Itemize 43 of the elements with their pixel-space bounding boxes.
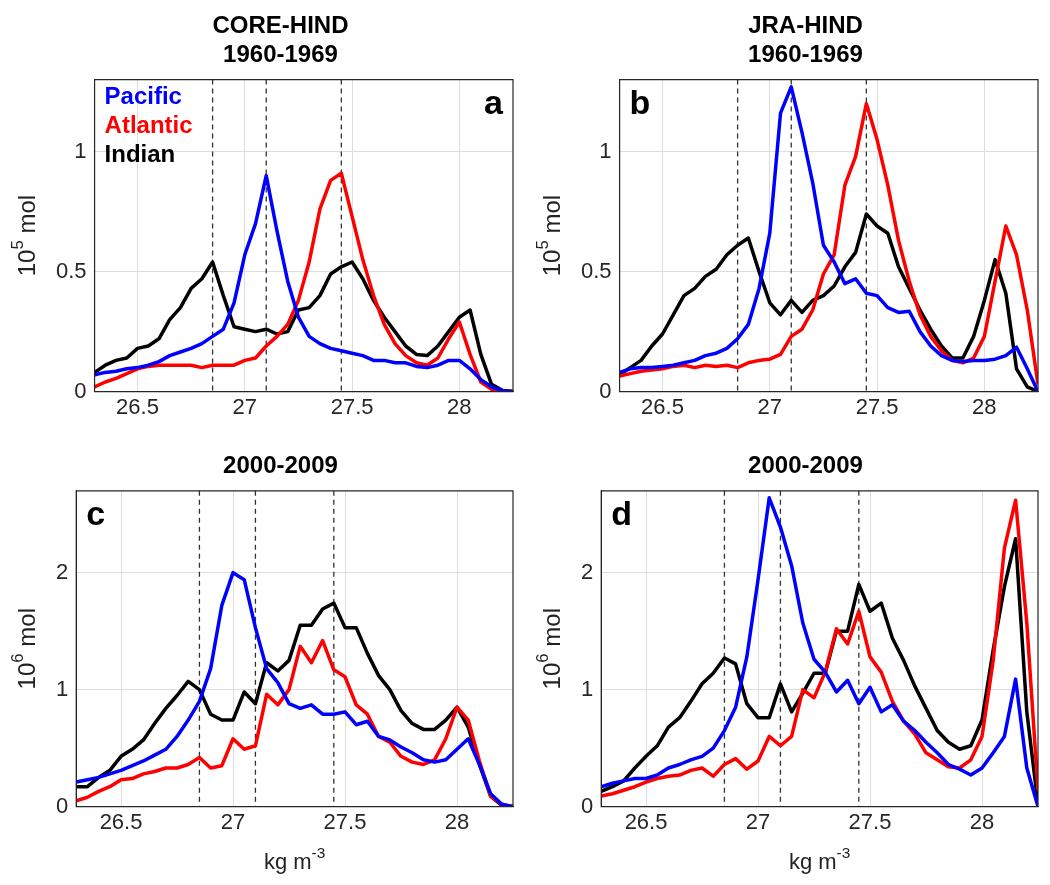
y-tick-label: 1 xyxy=(74,137,87,163)
x-tick-label: 26.5 xyxy=(624,808,668,834)
y-tick-label: 0 xyxy=(580,792,594,818)
text: Pacific xyxy=(104,82,182,110)
x-tick-label: 26.5 xyxy=(641,393,684,419)
annotation: d xyxy=(611,494,633,533)
y-axis-title: 105 mol xyxy=(533,194,565,277)
y-tick-label: 2 xyxy=(55,558,69,584)
x-tick-label: 27.5 xyxy=(855,393,899,419)
chart-title: 2000-2009 xyxy=(223,451,338,479)
x-tick-label: 26.5 xyxy=(116,393,159,419)
annotation: c xyxy=(86,494,106,533)
y-axis-title: 106 mol xyxy=(8,608,40,690)
x-tick-label: 28 xyxy=(447,393,472,419)
y-tick-label: 0.5 xyxy=(55,257,87,283)
x-tick-label: 27 xyxy=(220,808,246,834)
x-tick-label: 27.5 xyxy=(330,393,374,419)
chart-title: 2000-2009 xyxy=(748,451,863,479)
x-tick-label: 28 xyxy=(444,808,470,834)
x-tick-label: 27.5 xyxy=(323,808,367,834)
chart-title: CORE-HIND 1960-1969 xyxy=(212,11,349,67)
x-tick-label: 27 xyxy=(232,393,258,419)
x-tick-label: 28 xyxy=(972,393,997,419)
y-tick-label: 0.5 xyxy=(580,257,612,283)
x-tick-label: 27 xyxy=(757,393,783,419)
x-tick-label: 27 xyxy=(745,808,771,834)
y-tick-label: 0 xyxy=(74,377,87,403)
y-tick-label: 2 xyxy=(580,558,594,584)
y-tick-label: 1 xyxy=(599,137,612,163)
text: Indian xyxy=(104,140,176,168)
annotation: b xyxy=(629,82,651,121)
x-tick-label: 27.5 xyxy=(848,808,892,834)
y-tick-label: 1 xyxy=(580,675,594,701)
x-tick-label: 28 xyxy=(969,808,995,834)
y-tick-label: 1 xyxy=(55,675,69,701)
y-axis-title: 105 mol xyxy=(8,194,40,277)
y-tick-label: 0 xyxy=(599,377,612,403)
text: Atlantic xyxy=(104,111,193,139)
x-tick-label: 26.5 xyxy=(99,808,143,834)
y-axis-title: 106 mol xyxy=(533,608,565,690)
chart-title: JRA-HIND 1960-1969 xyxy=(748,11,863,67)
y-tick-label: 0 xyxy=(55,792,69,818)
annotation: a xyxy=(484,82,505,121)
